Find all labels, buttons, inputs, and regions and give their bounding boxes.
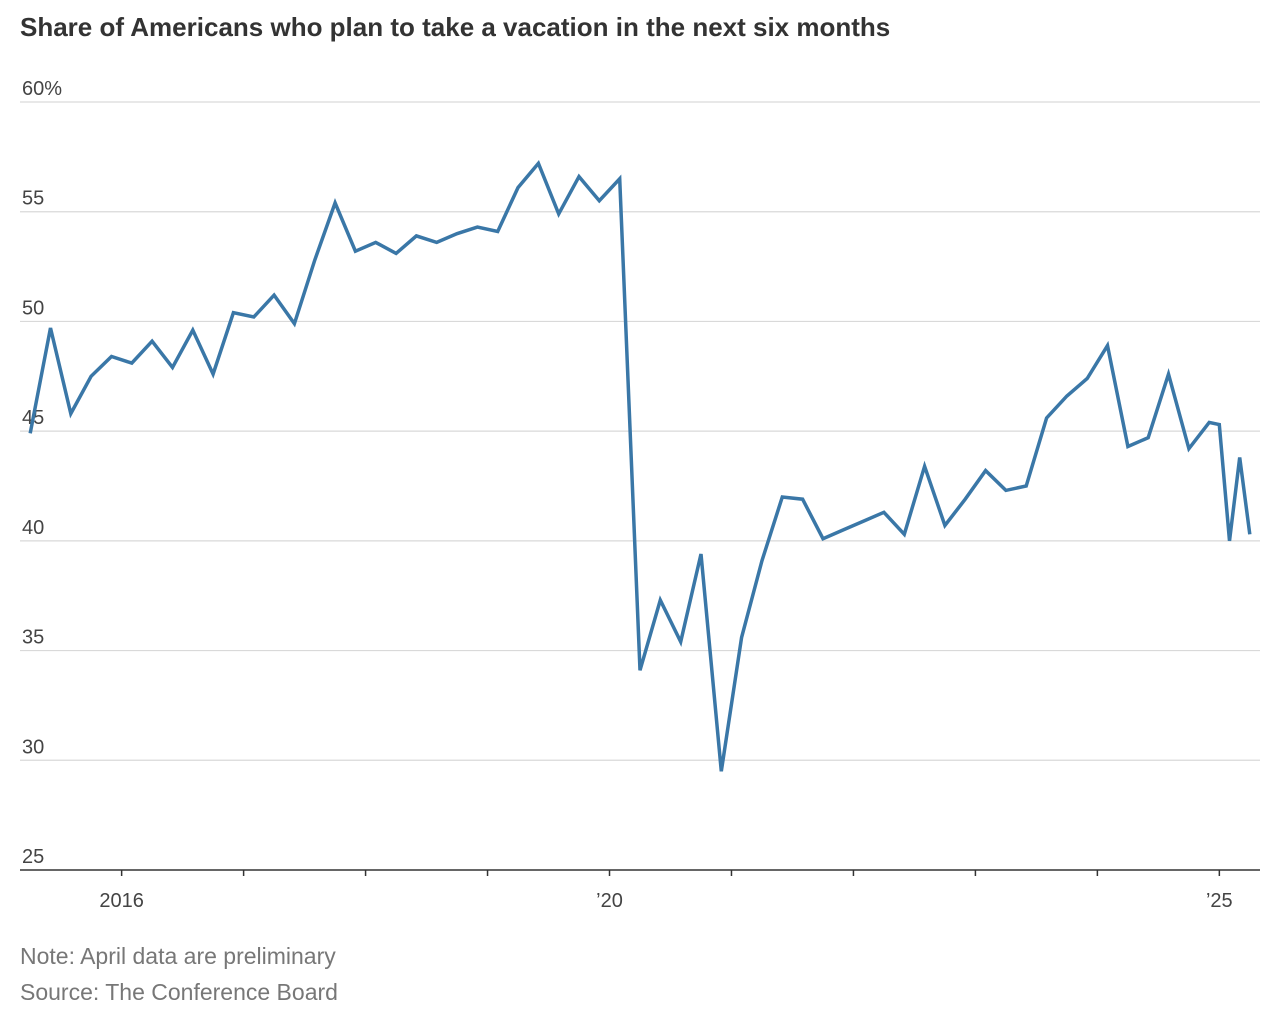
y-tick-label: 60% [22,78,62,100]
x-axis [20,869,1260,876]
series-line [28,160,1252,772]
y-tick-label: 35 [22,627,44,649]
y-tick-label: 40 [22,517,44,539]
chart-title: Share of Americans who plan to take a va… [20,12,891,42]
y-tick-label: 50 [22,297,44,319]
chart-note: Note: April data are preliminary [20,943,336,969]
y-tick-label: 30 [22,736,44,758]
chart-source: Source: The Conference Board [20,979,338,1005]
x-tick-label: 2016 [99,890,144,912]
series-layer [28,160,1252,772]
y-tick-label: 25 [22,846,44,868]
x-tick-label: ’20 [596,890,623,912]
y-tick-label: 55 [22,188,44,210]
x-tick-label: ’25 [1206,890,1233,912]
x-axis-labels: 2016 ’20 ’25 [99,890,1232,912]
